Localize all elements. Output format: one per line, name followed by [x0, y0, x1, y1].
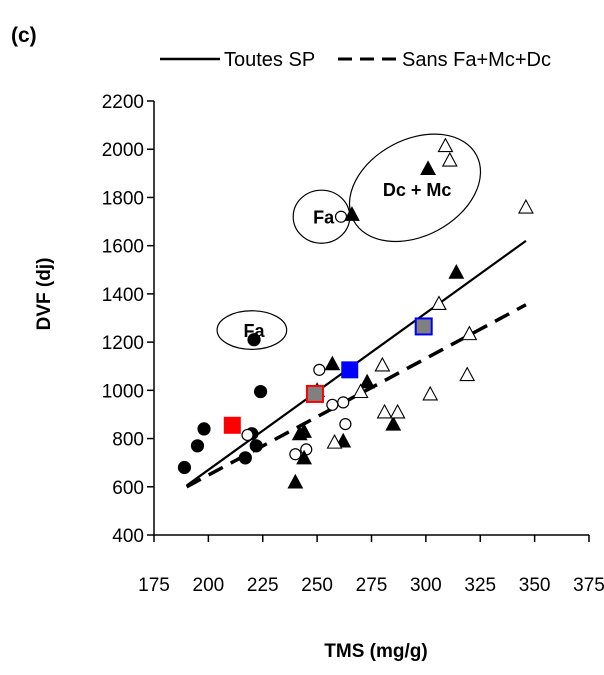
- data-point-open-triangle: [518, 198, 534, 214]
- y-tick-label: 1400: [102, 285, 144, 306]
- data-point-open-triangle: [422, 385, 439, 401]
- data-point-open-triangle: [376, 403, 393, 419]
- data-point-open-circle: [326, 398, 339, 411]
- y-tick-label: 400: [112, 526, 144, 547]
- data-point-filled-triangle: [448, 264, 465, 279]
- annotation-ellipse: [216, 310, 288, 350]
- x-tick-label: 225: [247, 575, 279, 596]
- y-tick-label: 1000: [102, 381, 144, 402]
- x-tick-label: 200: [193, 575, 225, 596]
- data-point-filled-circle: [238, 451, 252, 465]
- data-point-open-circle: [337, 396, 350, 409]
- x-tick-label: 175: [138, 575, 170, 596]
- data-point-square: [305, 384, 324, 403]
- data-point-filled-triangle: [287, 473, 304, 489]
- x-tick-label: 300: [410, 575, 442, 596]
- data-point-filled-circle: [249, 439, 263, 453]
- data-point-filled-triangle: [296, 423, 312, 438]
- data-point-square: [414, 317, 433, 336]
- data-point-filled-circle: [190, 439, 205, 453]
- y-tick-label: 800: [112, 430, 144, 451]
- data-point-filled-triangle: [296, 449, 312, 465]
- data-point-open-triangle: [374, 356, 391, 372]
- y-axis-title: DVF (dj): [34, 258, 55, 331]
- data-point-open-triangle: [441, 151, 458, 167]
- data-point-square: [223, 416, 241, 434]
- data-point-open-circle: [339, 417, 352, 431]
- y-tick-label: 2000: [102, 140, 144, 161]
- data-point-open-triangle: [437, 137, 454, 153]
- data-point-open-triangle: [352, 383, 369, 399]
- x-tick-label: 325: [464, 575, 496, 596]
- data-point-open-circle: [313, 363, 326, 376]
- data-point-filled-triangle: [344, 206, 360, 221]
- annotation-label: Fa: [313, 208, 335, 228]
- y-tick-label: 2200: [102, 92, 144, 113]
- annotation-label: Fa: [244, 321, 266, 341]
- data-point-filled-triangle: [420, 160, 436, 176]
- data-point-open-triangle: [459, 366, 476, 382]
- legend-label-toutes-sp: Toutes SP: [224, 49, 315, 71]
- x-axis-title: TMS (mg/g): [324, 641, 427, 662]
- x-tick-label: 250: [301, 575, 333, 596]
- data-point-open-triangle: [389, 403, 406, 419]
- data-point-open-triangle: [461, 325, 478, 341]
- data-point-filled-triangle: [324, 355, 341, 371]
- data-point-open-triangle: [431, 295, 447, 311]
- y-tick-label: 600: [112, 478, 144, 499]
- legend-label-sans-fa-mc-dc: Sans Fa+Mc+Dc: [402, 49, 551, 71]
- data-point-square: [341, 361, 359, 379]
- data-point-open-circle: [241, 428, 254, 442]
- y-tick-label: 1600: [102, 237, 144, 258]
- data-point-filled-circle: [253, 384, 268, 399]
- y-tick-label: 1800: [102, 188, 144, 209]
- data-point-open-triangle: [326, 434, 343, 449]
- x-tick-label: 350: [519, 575, 551, 596]
- x-tick-label: 275: [356, 575, 388, 596]
- data-point-filled-triangle: [359, 373, 376, 389]
- data-point-filled-circle: [197, 422, 211, 436]
- data-point-filled-circle: [247, 333, 261, 347]
- data-point-open-circle: [289, 448, 302, 461]
- data-point-filled-circle: [177, 460, 192, 475]
- panel-label: (c): [11, 24, 37, 47]
- y-tick-label: 1200: [102, 333, 144, 354]
- data-point-filled-triangle: [385, 415, 402, 431]
- x-tick-label: 375: [573, 575, 604, 596]
- annotation-label: Dc + Mc: [383, 180, 452, 200]
